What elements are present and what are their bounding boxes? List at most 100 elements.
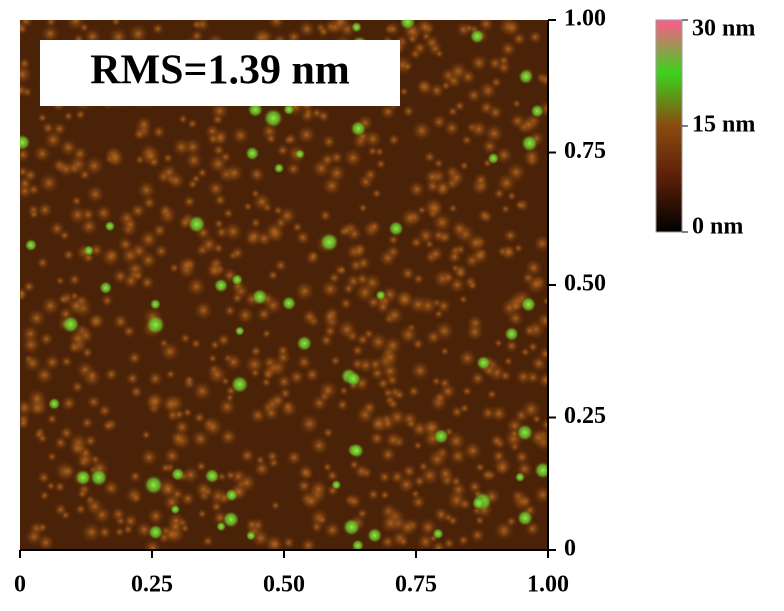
grain [45,480,56,492]
peak [145,314,166,335]
grain [499,39,518,59]
peak [83,245,95,257]
grain [196,166,209,179]
grain [145,391,166,412]
grain [176,255,197,276]
peak [273,162,285,174]
grain [345,492,363,511]
grain [367,219,382,235]
grain [127,23,150,45]
grain [322,323,338,339]
grain [70,379,85,394]
grain [447,60,469,83]
peak [24,238,38,252]
grain [416,78,432,94]
grain [496,59,512,76]
grain [407,294,429,315]
grain [460,134,473,147]
grain [224,162,245,184]
peak [351,21,363,33]
grain [309,435,330,456]
grain [450,475,463,488]
grain [60,394,78,413]
peak [20,134,31,151]
grain [432,506,450,523]
grain [434,48,445,59]
grain [303,366,321,383]
grain [68,439,86,458]
grain [540,417,548,432]
grain [76,488,88,500]
grain [527,341,539,353]
grain [458,294,469,305]
grain [459,402,471,414]
grain [87,313,104,330]
grain [511,98,522,109]
grain [436,464,455,483]
grain [430,375,442,387]
peak [331,479,342,491]
grain [489,403,509,424]
peak [74,469,92,486]
grain [447,203,459,214]
grain [100,293,115,308]
grain [294,229,312,246]
grain [366,487,381,502]
peak [388,220,404,237]
x-tick-label: 0.75 [395,572,437,598]
grain [509,299,523,313]
grain [157,203,174,219]
grain [270,500,281,511]
grain [486,388,498,401]
colorbar-label: 15 nm [692,112,755,138]
grain [326,162,348,184]
grain [446,168,467,188]
grain [480,467,495,482]
grain [235,305,255,325]
grain [151,222,168,239]
grain [502,227,519,244]
grain [458,160,470,172]
grain [206,132,220,146]
grain [249,367,261,379]
grain [213,192,228,208]
grain [295,353,313,371]
grain [101,478,121,498]
grain [407,180,426,199]
grain [275,143,290,158]
grain [60,354,74,368]
grain [379,445,398,464]
grain [129,201,147,220]
grain [38,331,55,347]
x-tick-label: 1.00 [527,572,569,598]
peak [99,281,113,295]
grain [165,368,177,380]
grain [196,508,208,520]
grain [22,353,43,374]
grain [320,279,341,300]
grain [150,21,165,36]
grain [140,429,152,441]
grain [218,427,239,447]
grain [406,384,421,399]
grain [171,136,192,158]
grain [419,464,441,487]
grain [376,376,391,391]
grain [160,480,177,498]
grain [462,440,484,462]
grain [467,279,479,291]
grain [367,356,384,373]
grain [357,202,369,214]
grain [325,468,340,483]
grain [506,309,525,328]
grain [457,348,478,369]
grain [401,60,414,73]
grain [288,368,306,386]
grain [266,269,280,282]
peak [342,518,361,537]
grain [298,412,321,435]
grain [213,218,225,230]
grain [342,147,364,169]
grain [26,307,47,329]
peak [245,530,257,541]
